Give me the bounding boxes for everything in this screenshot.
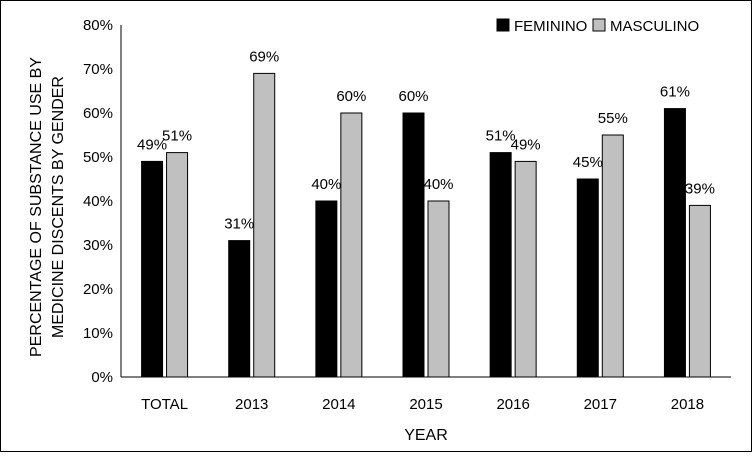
- y-tick-label: 0%: [91, 369, 113, 386]
- bar-feminino-2014: [315, 200, 338, 378]
- x-tick-label: 2015: [409, 396, 442, 413]
- y-tick-label: 10%: [83, 325, 113, 342]
- data-label: 69%: [249, 48, 279, 65]
- bar-feminino-2016: [489, 152, 512, 378]
- y-axis-title-line: PERCENTAGE OF SUBSTANCE USE BY: [28, 57, 45, 357]
- x-tick-label: 2013: [235, 396, 268, 413]
- y-tick-label: 50%: [83, 149, 113, 166]
- x-tick-label: TOTAL: [141, 396, 188, 413]
- data-label: 49%: [137, 136, 167, 153]
- y-tick-label: 60%: [83, 105, 113, 122]
- bar-masculino-2013: [253, 72, 276, 378]
- x-tick-label: 2017: [584, 396, 617, 413]
- bar-feminino-2018: [663, 108, 686, 378]
- bar-masculino-2016: [514, 160, 537, 378]
- x-tick-label: 2014: [322, 396, 355, 413]
- y-tick-label: 80%: [83, 17, 113, 34]
- bar-masculino-2017: [601, 134, 624, 378]
- bar-feminino-2017: [576, 178, 599, 378]
- data-label: 51%: [486, 128, 516, 145]
- data-label: 31%: [224, 216, 254, 233]
- data-label: 60%: [398, 88, 428, 105]
- x-tick-label: 2018: [671, 396, 704, 413]
- y-tick-label: 40%: [83, 193, 113, 210]
- legend-swatch-masculino: [592, 18, 606, 32]
- data-label: 55%: [598, 110, 628, 127]
- data-label: 61%: [660, 84, 690, 101]
- y-tick-label: 20%: [83, 281, 113, 298]
- data-labels: 49%51%31%69%40%60% 60%40%51%49%45%55%61%3…: [137, 48, 715, 232]
- y-tick-label: 70%: [83, 61, 113, 78]
- data-label: 40%: [423, 176, 453, 193]
- data-label: 39%: [685, 180, 715, 197]
- legend-label-feminino: FEMININO: [514, 18, 587, 35]
- x-tick-label: 2016: [496, 396, 529, 413]
- bar-masculino-2018: [688, 204, 711, 378]
- y-axis-title: PERCENTAGE OF SUBSTANCE USE BY MEDICINE D…: [28, 57, 67, 357]
- bar-masculino-2015: [427, 200, 450, 378]
- data-label: 51%: [162, 128, 192, 145]
- legend-swatch-feminino: [496, 18, 510, 32]
- data-label: 60%: [336, 88, 366, 105]
- y-axis-title-line: MEDICINE DISCENTS BY GENDER: [50, 76, 67, 338]
- legend: FEMININO MASCULINO: [496, 18, 699, 35]
- bar-feminino-total: [141, 160, 164, 378]
- bar-masculino-total: [166, 152, 189, 378]
- y-axis-ticks: 0% 10% 20% 30% 40% 50% 60% 70% 80%: [83, 17, 113, 386]
- data-label: 45%: [573, 154, 603, 171]
- bar-feminino-2013: [228, 240, 251, 378]
- data-label: 40%: [311, 176, 341, 193]
- bar-feminino-2015: [402, 112, 425, 378]
- data-label: 49%: [511, 136, 541, 153]
- x-axis-title: YEAR: [404, 427, 448, 444]
- legend-label-masculino: MASCULINO: [610, 18, 699, 35]
- y-tick-label: 30%: [83, 237, 113, 254]
- x-axis-ticks: TOTAL 2013 2014 2015 2016 2017 2018: [141, 396, 704, 413]
- bar-masculino-2014: [340, 112, 363, 378]
- bars: [141, 72, 711, 378]
